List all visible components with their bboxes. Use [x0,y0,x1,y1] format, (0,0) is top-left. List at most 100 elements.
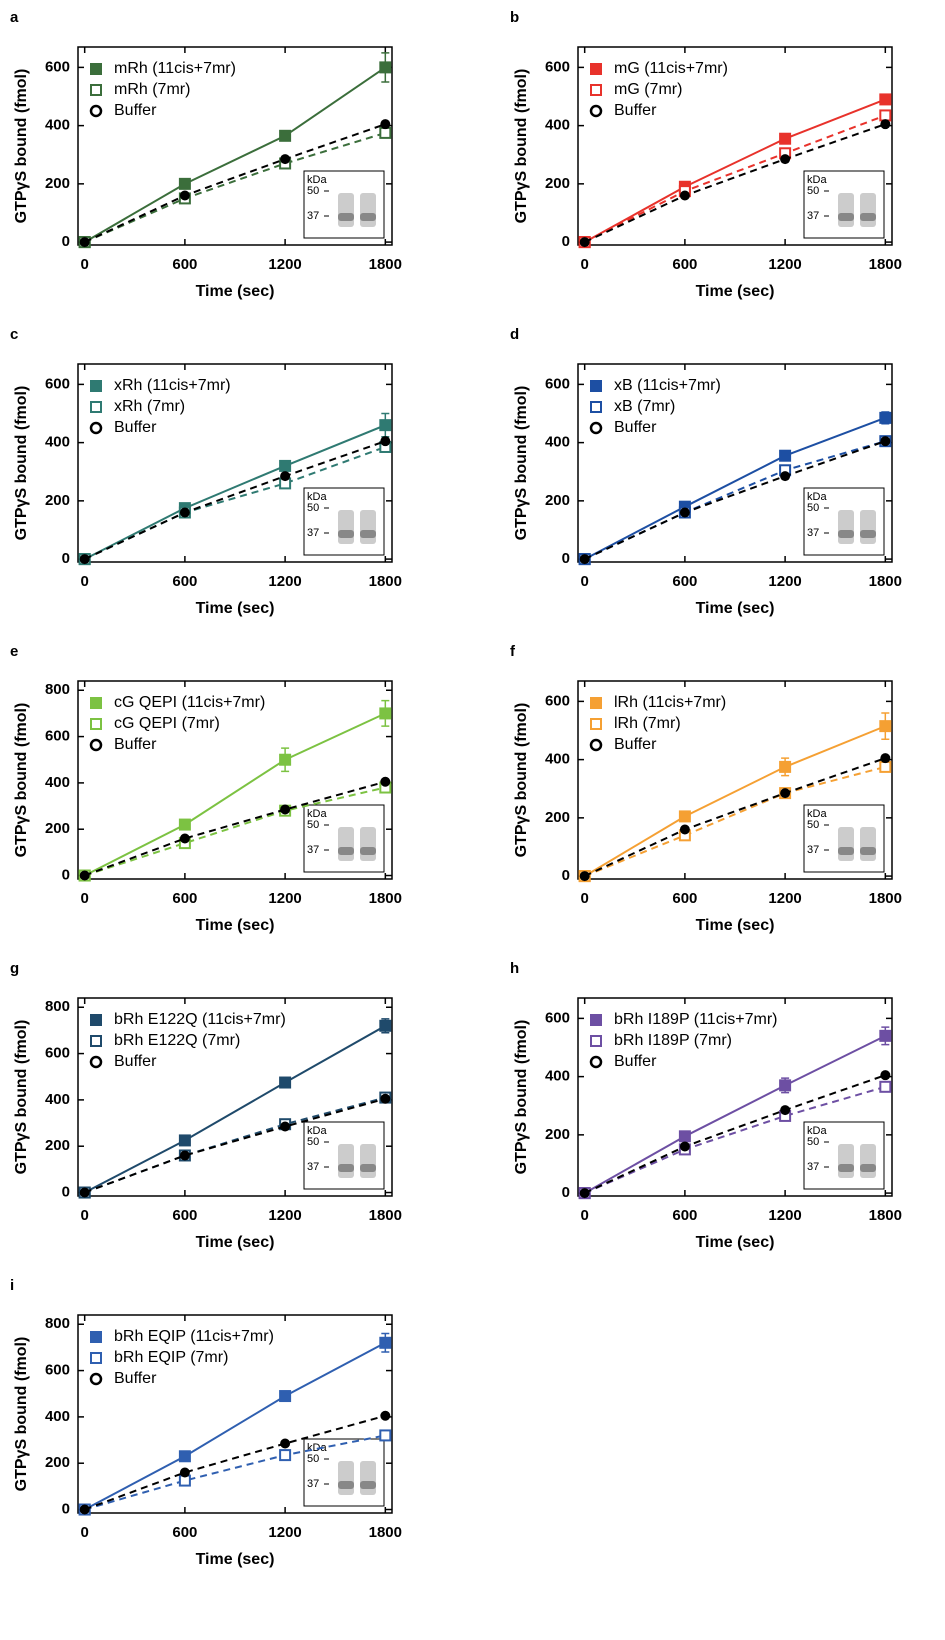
panel-label: a [10,9,19,26]
y-tick-label: 200 [45,175,70,192]
legend-label: bRh EQIP (7mr) [114,1349,228,1366]
gel-lane [338,827,354,861]
gel-marker: 37 [807,844,819,856]
y-tick-label: 200 [45,820,70,837]
panel: a 0 600 1200 1800 0 200 400 600 Time (sec) GTPγS b… [10,9,402,300]
gel-lane [360,1461,376,1495]
legend-label: Buffer [114,419,157,436]
marker-open [379,1429,392,1442]
y-tick-label: 200 [545,809,570,826]
legend-swatch [90,63,102,75]
gel-band [860,530,876,538]
marker-filled [779,760,792,773]
y-tick-label: 600 [45,375,70,392]
marker-open [879,760,892,773]
x-tick-label: 600 [172,890,197,907]
gel-unit: kDa [307,1125,327,1137]
y-tick-label: 400 [45,117,70,134]
legend-label: bRh I189P (7mr) [614,1032,732,1049]
y-axis-title: GTPγS bound (fmol) [513,69,530,224]
y-tick-label: 200 [45,1137,70,1154]
legend-label: xB (7mr) [614,398,675,415]
marker-filled [279,753,292,766]
x-tick-label: 1200 [268,1207,301,1224]
legend-swatch [89,421,103,435]
legend-swatch [590,401,602,413]
y-axis-title: GTPγS bound (fmol) [13,703,30,858]
y-tick-label: 0 [62,1500,70,1517]
panel: f 0 600 1200 1800 0 200 400 600 Time (sec) GTPγS b… [510,643,902,934]
x-tick-label: 600 [172,256,197,273]
y-tick-label: 0 [62,1183,70,1200]
marker-filled [779,449,792,462]
series-line [584,725,886,877]
gel-marker: 50 [807,1136,819,1148]
x-tick-label: 600 [172,1524,197,1541]
gel-marker: 37 [807,1161,819,1173]
marker-circle [880,1070,891,1081]
gel-band [338,213,354,221]
legend-swatch [590,697,602,709]
y-tick-label: 200 [545,1126,570,1143]
y-axis-title: GTPγS bound (fmol) [513,703,530,858]
gel-lane [860,510,876,544]
x-axis-title: Time (sec) [196,283,275,300]
series-line [584,98,886,243]
gel-marker: 37 [307,210,319,222]
y-tick-label: 400 [545,434,570,451]
x-tick-label: 1200 [268,573,301,590]
legend-swatch [589,421,603,435]
gel-marker: 37 [307,1161,319,1173]
gel-lane [338,1144,354,1178]
gel-band [338,1481,354,1489]
plot-frame [77,1314,393,1514]
y-tick-label: 600 [545,58,570,75]
marker-circle [380,119,391,130]
legend-label: Buffer [114,102,157,119]
marker-circle [79,1187,90,1198]
legend-swatch [590,84,602,96]
legend-swatch [90,1331,102,1343]
marker-circle [679,190,690,201]
plot-frame [577,997,893,1197]
x-tick-label: 0 [81,573,89,590]
gel-marker: 37 [807,210,819,222]
series-line [84,1097,386,1194]
y-tick-label: 400 [45,1408,70,1425]
marker-filled [178,1450,191,1463]
gel-band [338,530,354,538]
gel-unit: kDa [307,491,327,503]
series-line [84,780,386,877]
x-tick-label: 1200 [268,890,301,907]
x-tick-label: 1800 [869,573,902,590]
marker-circle [79,237,90,248]
legend-swatch [590,1035,602,1047]
y-tick-label: 0 [562,233,570,250]
marker-filled [779,132,792,145]
y-tick-label: 200 [45,1454,70,1471]
marker-open [879,109,892,122]
legend-label: xRh (11cis+7mr) [114,377,231,394]
x-tick-label: 600 [672,573,697,590]
gel-band [838,530,854,538]
panel: c 0 600 1200 1800 0 200 400 600 Time (sec) GTPγS b… [10,326,402,617]
plot-frame [77,997,393,1197]
y-tick-label: 200 [545,492,570,509]
marker-circle [679,507,690,518]
gel-lane [860,1144,876,1178]
gel-marker: 50 [307,1136,319,1148]
panel-label: g [10,960,19,977]
legend-label: mRh (11cis+7mr) [114,60,236,77]
legend-swatch [89,104,103,118]
marker-filled [779,1079,792,1092]
gel-unit: kDa [807,174,827,186]
x-tick-label: 1800 [869,256,902,273]
legend-label: Buffer [614,102,657,119]
marker-circle [579,554,590,565]
gel-lane [838,827,854,861]
legend-swatch [90,380,102,392]
y-tick-label: 0 [562,867,570,884]
legend-label: Buffer [114,1053,157,1070]
gel-unit: kDa [807,1125,827,1137]
